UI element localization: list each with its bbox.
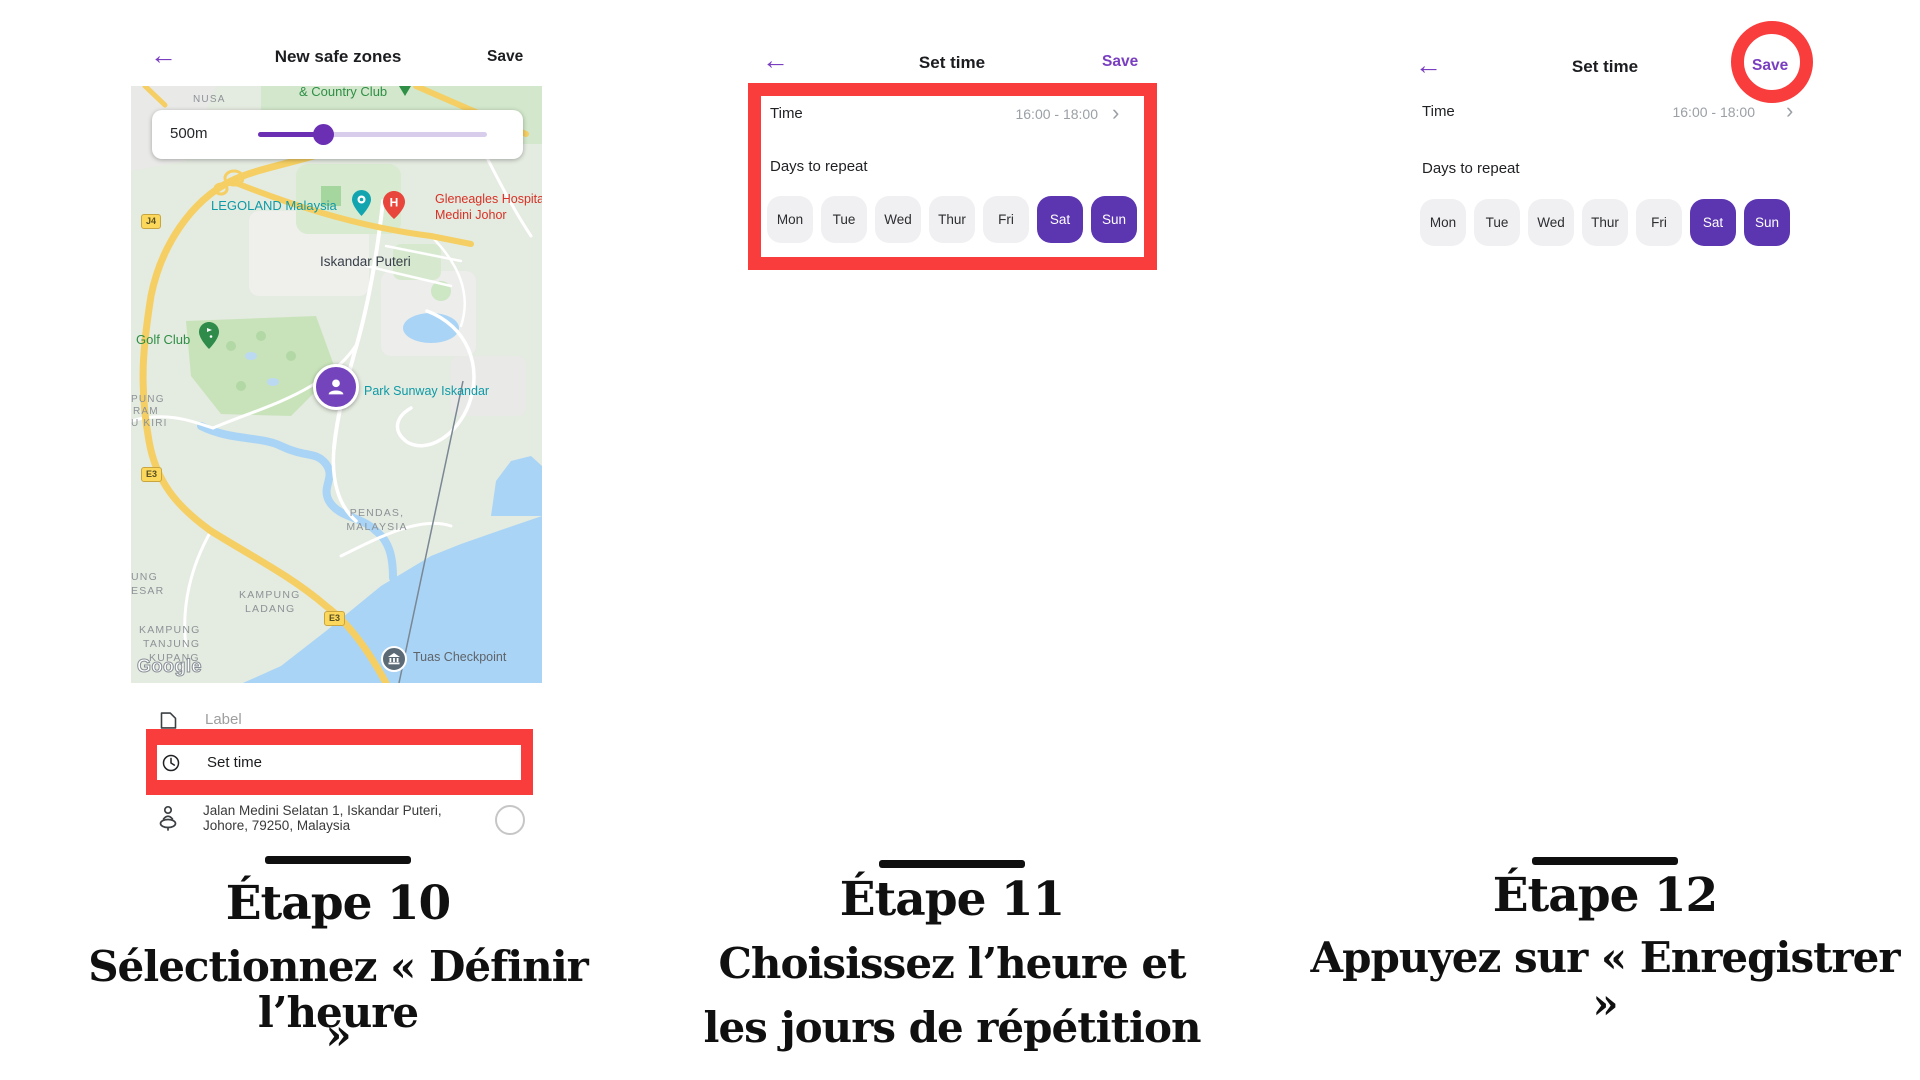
map-label-kampung-ladang-1: KAMPUNG [239, 589, 301, 601]
country-club-marker-icon [399, 86, 411, 96]
label-icon [158, 710, 179, 731]
day-chip-fri[interactable]: Fri [983, 196, 1029, 243]
page-title: Set time [1571, 57, 1639, 76]
red-highlight-box: Set time [146, 729, 533, 795]
map-label-kampung-tanjung-3: KUPANG [149, 652, 200, 664]
step-instruction: Sélectionnez « Définir l’heure [88, 942, 589, 1038]
chevron-right-icon[interactable]: › [1112, 100, 1120, 125]
step-title: Étape 11 [839, 872, 1066, 927]
page-title: New safe zones [274, 47, 402, 66]
map-shapes [131, 86, 542, 683]
address-radio-button[interactable] [495, 805, 525, 835]
map-label-country-club: & Country Club [299, 86, 388, 99]
road-badge-e3-west: E3 [141, 467, 163, 482]
time-value: 16:00 - 18:00 [1672, 104, 1755, 120]
days-row: Mon Tue Wed Thur Fri Sat Sun [767, 196, 1137, 243]
step-instruction: Appuyez sur « Enregistrer » [1310, 933, 1900, 1029]
user-location-marker[interactable] [313, 364, 359, 410]
day-chip-mon[interactable]: Mon [1420, 199, 1466, 246]
golf-pin-icon [199, 322, 219, 349]
day-chip-thur[interactable]: Thur [929, 196, 975, 243]
person-pin-icon [157, 803, 179, 833]
time-value: 16:00 - 18:00 [1015, 106, 1098, 122]
tuas-checkpoint-icon [381, 646, 407, 672]
back-arrow-icon[interactable]: ← [762, 45, 789, 75]
back-arrow-icon[interactable]: ← [150, 40, 177, 70]
days-to-repeat-label: Days to repeat [770, 158, 868, 175]
day-chip-thur[interactable]: Thur [1582, 199, 1628, 246]
chevron-right-icon[interactable]: › [1786, 98, 1794, 123]
day-chip-sat[interactable]: Sat [1690, 199, 1736, 246]
slider-thumb[interactable] [313, 124, 334, 145]
map-label-kampung-cut-1: PUNG [131, 394, 165, 405]
clock-icon [161, 753, 181, 773]
map-label-kampung-ladang-2: LADANG [245, 603, 296, 615]
days-row: Mon Tue Wed Thur Fri Sat Sun [1420, 199, 1790, 246]
map-view[interactable]: NUSA & Country Club LEGOLAND Malaysia H … [131, 86, 542, 683]
save-button[interactable]: Save [487, 48, 524, 65]
day-chip-mon[interactable]: Mon [767, 196, 813, 243]
map-label-pendas-2: MALAYSIA [346, 521, 408, 533]
set-time-row[interactable]: Set time [157, 745, 521, 780]
map-label-kampung-cut-3: U KIRI [131, 418, 168, 429]
time-label: Time [1422, 103, 1455, 120]
map-label-park-sunway: Park Sunway Iskandar [364, 384, 490, 398]
day-chip-sun[interactable]: Sun [1744, 199, 1790, 246]
map-label-gleneagles-2: Medini Johor [435, 208, 507, 222]
caption-divider [879, 860, 1025, 868]
step-instruction: Choisissez l’heure et [718, 939, 1187, 988]
google-logo: Google [137, 656, 203, 677]
caption-divider [1532, 857, 1678, 865]
map-label-tuas: Tuas Checkpoint [413, 650, 507, 664]
page-title: Set time [918, 53, 986, 72]
map-label-kampung-besar-2: ESAR [131, 585, 165, 597]
day-chip-tue[interactable]: Tue [1474, 199, 1520, 246]
map-label-legoland: LEGOLAND Malaysia [211, 198, 337, 213]
map-label-kampung-tanjung-2: TANJUNG [143, 638, 201, 650]
map-label-golf-club: Golf Club [136, 332, 191, 347]
step-title: Étape 12 [1492, 868, 1719, 923]
hospital-pin-icon: H [383, 191, 405, 219]
red-highlight-box [748, 83, 1157, 270]
step-instruction: les jours de répétition [703, 1003, 1202, 1052]
day-chip-fri[interactable]: Fri [1636, 199, 1682, 246]
back-arrow-icon[interactable]: ← [1415, 50, 1442, 80]
radius-slider[interactable] [258, 124, 487, 145]
days-to-repeat-label: Days to repeat [1422, 160, 1520, 177]
map-label-kampung-cut-2: RAM [133, 406, 159, 417]
step-instruction: » [325, 1010, 351, 1059]
set-time-label: Set time [207, 754, 263, 771]
label-input[interactable] [203, 710, 457, 729]
person-icon [328, 379, 344, 395]
map-label-kampung-besar-1: UNG [131, 571, 158, 583]
map-label-iskandar-puteri: Iskandar Puteri [320, 254, 411, 269]
save-button[interactable]: Save [1752, 57, 1789, 74]
address-line-2: Johore, 79250, Malaysia [203, 818, 351, 833]
day-chip-wed[interactable]: Wed [1528, 199, 1574, 246]
road-badge-j4: J4 [141, 214, 162, 229]
step-title: Étape 10 [225, 876, 452, 931]
radius-value-label: 500m [170, 125, 208, 142]
slider-fill [258, 132, 323, 137]
day-chip-sat[interactable]: Sat [1037, 196, 1083, 243]
svg-text:H: H [390, 196, 399, 210]
day-chip-tue[interactable]: Tue [821, 196, 867, 243]
legoland-pin-icon [352, 190, 371, 216]
road-badge-e3-south: E3 [324, 611, 346, 626]
save-button[interactable]: Save [1102, 53, 1139, 70]
address-line-1: Jalan Medini Selatan 1, Iskandar Puteri, [203, 803, 442, 818]
map-label-nusa: NUSA [193, 94, 226, 105]
caption-divider [265, 856, 411, 864]
time-label: Time [770, 105, 803, 122]
map-label-pendas-1: PENDAS, [349, 507, 405, 519]
radius-slider-card: 500m [152, 110, 523, 159]
map-label-gleneagles-1: Gleneagles Hospital [435, 192, 542, 206]
day-chip-wed[interactable]: Wed [875, 196, 921, 243]
map-label-kampung-tanjung-1: KAMPUNG [139, 624, 201, 636]
day-chip-sun[interactable]: Sun [1091, 196, 1137, 243]
